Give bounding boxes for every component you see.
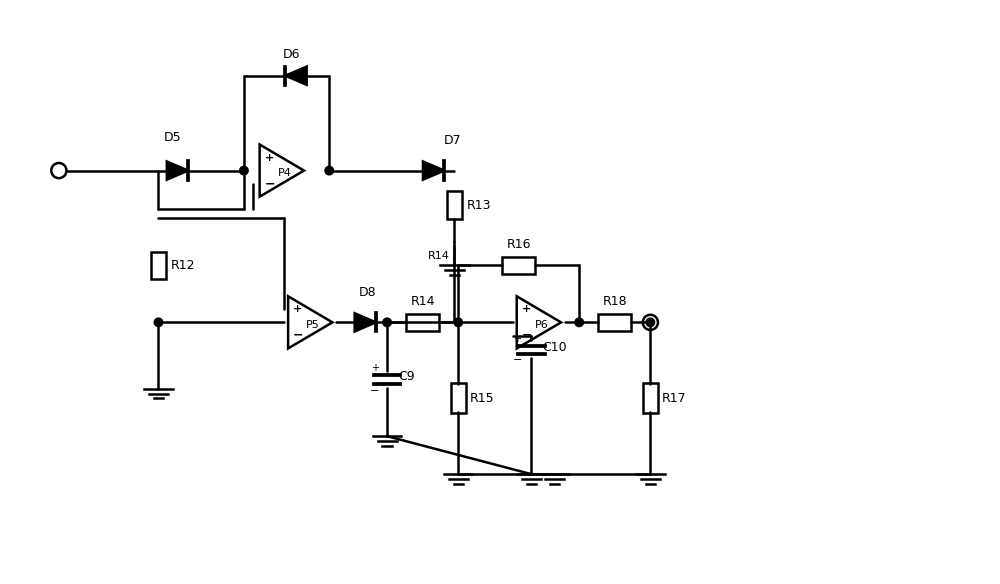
Text: C10: C10 — [543, 340, 567, 353]
Polygon shape — [288, 296, 332, 349]
Polygon shape — [167, 161, 188, 180]
Circle shape — [454, 318, 463, 326]
Text: R16: R16 — [506, 238, 531, 251]
Text: R14: R14 — [410, 295, 435, 308]
Text: −: − — [521, 329, 532, 342]
Text: R13: R13 — [467, 199, 491, 212]
Text: D7: D7 — [444, 134, 461, 147]
Text: R12: R12 — [171, 259, 195, 272]
Text: P5: P5 — [306, 320, 320, 330]
Text: +: + — [521, 304, 531, 314]
Bar — [502, 257, 535, 274]
Text: D6: D6 — [283, 48, 300, 61]
Text: D8: D8 — [358, 286, 376, 298]
Text: −: − — [293, 329, 303, 342]
Text: R18: R18 — [602, 295, 627, 308]
Text: +: + — [371, 363, 379, 373]
Bar — [598, 314, 631, 331]
Text: P4: P4 — [278, 168, 292, 179]
Text: P6: P6 — [535, 320, 549, 330]
Text: −: − — [264, 177, 275, 190]
Text: −: − — [512, 355, 522, 366]
Text: +: + — [293, 304, 302, 314]
Text: C9: C9 — [398, 370, 415, 383]
Polygon shape — [355, 313, 376, 332]
Polygon shape — [423, 161, 444, 180]
Bar — [151, 252, 166, 279]
Bar — [643, 383, 658, 413]
Circle shape — [646, 318, 655, 326]
Bar — [451, 383, 466, 413]
Bar — [447, 191, 462, 220]
Circle shape — [240, 166, 248, 175]
Bar — [406, 314, 439, 331]
Circle shape — [575, 318, 583, 326]
Polygon shape — [285, 67, 307, 85]
Text: R15: R15 — [470, 392, 494, 405]
Text: R14: R14 — [428, 251, 450, 261]
Text: +: + — [513, 335, 521, 345]
Circle shape — [154, 318, 163, 326]
Text: R17: R17 — [662, 392, 686, 405]
Circle shape — [325, 166, 334, 175]
Polygon shape — [517, 296, 561, 349]
Text: −: − — [370, 385, 379, 395]
Text: +: + — [264, 152, 274, 162]
Polygon shape — [260, 144, 304, 197]
Circle shape — [383, 318, 391, 326]
Text: D5: D5 — [164, 131, 182, 144]
